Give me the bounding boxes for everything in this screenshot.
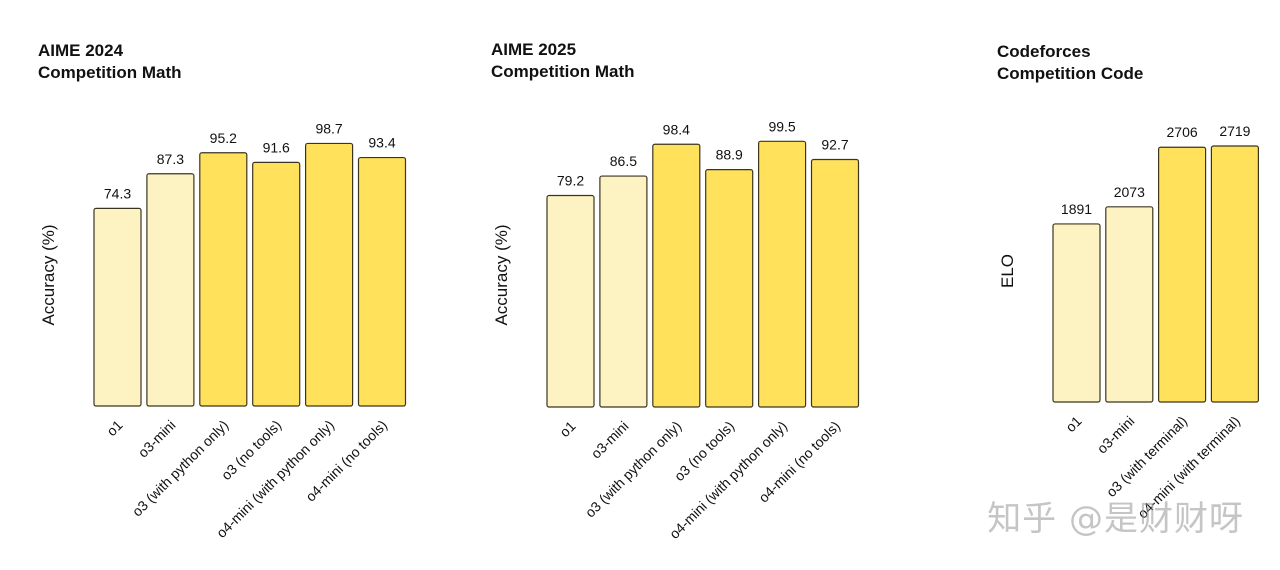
x-tick-label: o3-mini: [1094, 413, 1138, 457]
chart-title-line2: Competition Math: [491, 62, 635, 81]
data-label: 2706: [1167, 124, 1198, 140]
bar: [1052, 223, 1101, 403]
data-label: 99.5: [768, 118, 795, 134]
data-label: 95.2: [210, 130, 237, 146]
bar: [1210, 145, 1259, 403]
x-tick-label: o1: [103, 417, 125, 439]
y-axis-label: Accuracy (%): [492, 224, 511, 325]
chart-title-line1: AIME 2025: [491, 40, 577, 59]
x-tick-label: o1: [556, 418, 578, 440]
data-label: 2073: [1114, 184, 1145, 200]
bar: [705, 169, 754, 408]
bar: [546, 194, 595, 408]
bar: [357, 156, 407, 407]
data-label: 92.7: [821, 136, 848, 152]
chart-title-line1: Codeforces: [997, 42, 1091, 61]
data-label: 74.3: [104, 185, 131, 201]
data-label: 1891: [1061, 201, 1092, 217]
data-label: 79.2: [557, 173, 584, 189]
bar: [810, 158, 860, 408]
chart-plot: Accuracy (%) 79.2 o1 86.5 o3-mini 98.4 o3 (wit…: [492, 118, 860, 542]
chart-plot: Accuracy (%) 74.3 o1 87.3 o3-mini 95.2 o3 (wit…: [39, 120, 407, 541]
data-label: 87.3: [157, 151, 184, 167]
bar: [599, 175, 648, 408]
bar: [758, 140, 807, 408]
bar: [199, 152, 248, 407]
x-tick-label: o3 (with python only): [582, 418, 685, 521]
x-tick-label: o1: [1062, 413, 1084, 435]
y-axis-label: ELO: [998, 254, 1017, 288]
data-label: 2719: [1219, 123, 1250, 139]
chart-codeforces: Codeforces Competition Code ELO 1891 o1 207…: [959, 0, 1280, 570]
chart-title: Codeforces Competition Code: [997, 41, 1143, 85]
bar: [146, 173, 195, 407]
data-label: 93.4: [368, 135, 395, 151]
x-tick-label: o3-mini: [588, 418, 632, 462]
watermark: 知乎 @是财财呀: [987, 499, 1244, 539]
bar: [252, 161, 301, 407]
chart-title-line2: Competition Code: [997, 64, 1144, 83]
chart-aime-2025: AIME 2025 Competition Math Accuracy (%) 7…: [453, 0, 873, 570]
x-tick-label: o3 (with python only): [129, 417, 232, 520]
x-tick-label: o3-mini: [135, 417, 179, 461]
data-label: 91.6: [263, 139, 290, 155]
bar: [1105, 206, 1154, 403]
chart-title: AIME 2025 Competition Math: [491, 39, 635, 83]
data-label: 98.4: [663, 121, 690, 137]
chart-title: AIME 2024 Competition Math: [38, 40, 182, 84]
bar: [652, 143, 701, 408]
data-label: 88.9: [716, 147, 743, 163]
chart-title-line1: AIME 2024: [38, 41, 124, 60]
bar: [1158, 146, 1207, 403]
data-label: 98.7: [315, 120, 342, 136]
bar: [305, 142, 354, 407]
data-label: 86.5: [610, 153, 637, 169]
chart-aime-2024: AIME 2024 Competition Math Accuracy (%) 7…: [0, 0, 420, 570]
y-axis-label: Accuracy (%): [39, 224, 58, 325]
chart-title-line2: Competition Math: [38, 63, 182, 82]
bar: [93, 207, 142, 407]
